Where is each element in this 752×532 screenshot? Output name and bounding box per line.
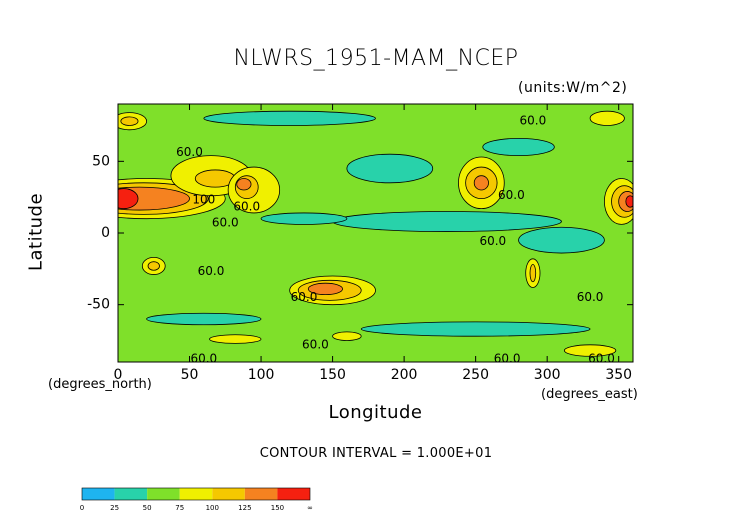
x-tick-label: 150: [319, 367, 346, 383]
chart-title: NLWRS_1951-MAM_NCEP: [233, 46, 519, 71]
contour-region: [360, 321, 591, 337]
colorbar-tick-label: 0: [80, 504, 84, 512]
colorbar-tick-label: 125: [238, 504, 251, 512]
contour-region: [473, 175, 489, 191]
units-label: (units:W/m^2): [518, 80, 628, 96]
contour-region: [118, 186, 190, 211]
y-tick-label: 50: [92, 153, 110, 169]
contour-region: [146, 312, 262, 326]
y-axis-units: (degrees_north): [48, 377, 152, 392]
contour-label: 60.0: [176, 145, 203, 159]
contour-region: [332, 331, 362, 341]
contour-region: [236, 178, 252, 191]
contour-label: 60.0: [302, 337, 329, 351]
contour-region: [332, 211, 562, 232]
x-tick-label: 100: [248, 367, 275, 383]
colorbar-segment: [277, 488, 310, 500]
contour-label: 60.0: [291, 290, 318, 304]
colorbar-tick-label: ∞: [307, 504, 313, 512]
contour-label: 60.0: [212, 215, 239, 229]
contour-label: 60.0: [577, 290, 604, 304]
contour-label: 60.0: [479, 234, 506, 248]
x-tick-label: 350: [605, 367, 632, 383]
x-tick-label: 0: [114, 367, 123, 383]
colorbar-tick-label: 75: [175, 504, 184, 512]
contour-label: 60.0: [494, 352, 521, 366]
x-axis: 0 50 100 150 200 250 300 350: [114, 104, 632, 383]
colorbar-tick-label: 50: [143, 504, 152, 512]
contour-label: 60.0: [190, 352, 217, 366]
contour-label: 60.0: [520, 114, 547, 128]
contour-region: [563, 344, 617, 357]
contour-regions: [118, 110, 633, 357]
colorbar-segment: [114, 488, 148, 500]
contour-region: [209, 334, 262, 344]
x-tick-label: 250: [462, 367, 489, 383]
contour-region: [346, 153, 434, 184]
x-axis-units: (degrees_east): [541, 387, 638, 402]
contour-region: [589, 110, 625, 126]
colorbar: 0 25 50 75 100 125 150 ∞: [80, 487, 313, 512]
y-axis: 50 0 -50: [87, 153, 633, 313]
colorbar-segment: [212, 488, 245, 500]
contour-region: [203, 110, 376, 126]
contour-label: 60.0: [198, 264, 225, 278]
contour-region: [482, 137, 555, 156]
contour-label: 60.0: [498, 188, 525, 202]
y-tick-label: 0: [101, 225, 110, 241]
x-tick-label: 50: [181, 367, 199, 383]
colorbar-segment: [244, 488, 278, 500]
colorbar-segment: [82, 488, 115, 500]
contour-region: [625, 195, 633, 208]
x-axis-label: Longitude: [328, 402, 423, 423]
contour-label: 60.0: [233, 200, 260, 214]
contour-label: 60.0: [588, 352, 615, 366]
colorbar-segment: [179, 488, 213, 500]
colorbar-frame: [81, 487, 311, 501]
contour-region: [529, 264, 537, 283]
contour-region: [147, 261, 160, 271]
y-tick-label: -50: [87, 297, 110, 313]
x-tick-label: 300: [534, 367, 561, 383]
contour-region: [260, 212, 348, 225]
contour-label: 100: [192, 193, 215, 207]
colorbar-segment: [147, 488, 180, 500]
y-axis-label: Latitude: [25, 192, 47, 272]
contour-region: [307, 282, 343, 296]
colorbar-tick-label: 100: [206, 504, 219, 512]
contour-region: [118, 188, 139, 210]
contour-interval-note: CONTOUR INTERVAL = 1.000E+01: [259, 446, 493, 461]
colorbar-tick-label: 150: [271, 504, 284, 512]
contour-region: [518, 226, 605, 254]
contour-region: [120, 116, 139, 126]
colorbar-tick-label: 25: [110, 504, 119, 512]
x-tick-label: 200: [391, 367, 418, 383]
